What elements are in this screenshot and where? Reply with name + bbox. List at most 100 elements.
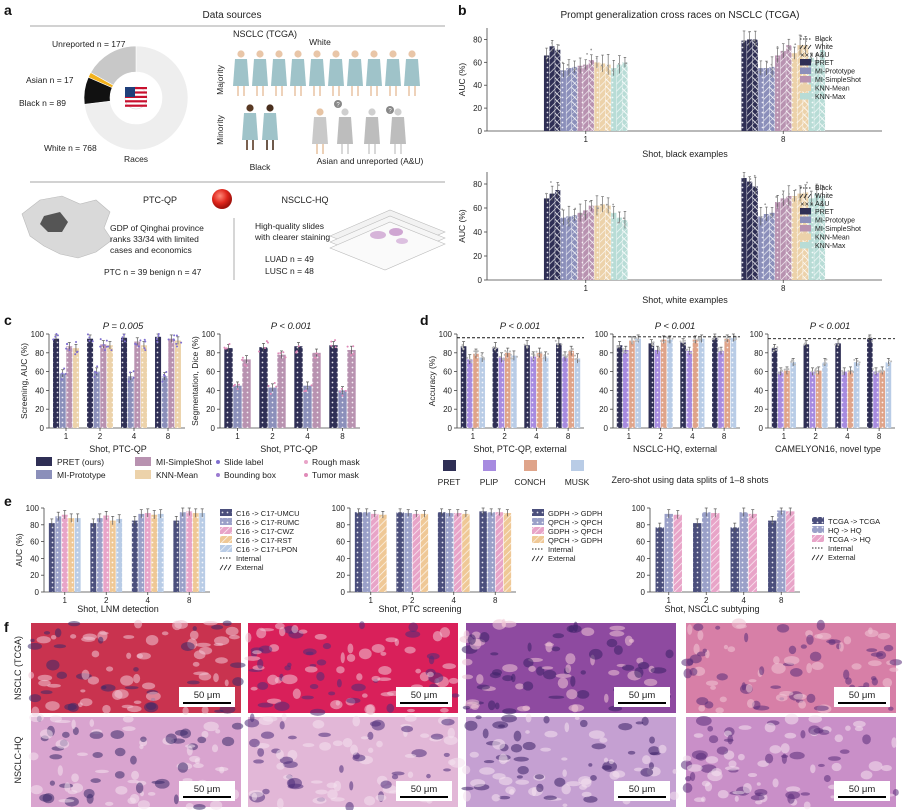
e3-xlabel: Shot, NSCLC subtyping [664, 604, 759, 614]
cell [68, 621, 81, 627]
cell [554, 777, 566, 787]
cell [691, 750, 708, 760]
data-point [561, 208, 564, 211]
bar [605, 64, 611, 131]
cell [142, 682, 156, 690]
cell [377, 677, 392, 682]
legend-swatch [220, 527, 232, 534]
legend-swatch [800, 67, 811, 74]
cell [705, 680, 719, 686]
cell [92, 751, 103, 759]
bar [568, 350, 575, 428]
data-point [330, 340, 333, 343]
data-point [566, 63, 569, 66]
legend-label: Tumor mask [312, 470, 360, 480]
data-point [790, 360, 793, 363]
data-point [76, 350, 79, 353]
cell [335, 700, 341, 706]
data-point [682, 341, 685, 344]
data-point [663, 340, 666, 343]
cell [347, 643, 354, 654]
x-tick-label: 1 [782, 432, 787, 441]
y-tick-label: 60 [206, 368, 215, 377]
bar [711, 513, 720, 592]
bar [55, 516, 62, 592]
bar [138, 513, 145, 592]
cell [49, 780, 56, 786]
data-point [858, 361, 861, 364]
bar [654, 349, 661, 428]
cell [566, 689, 578, 700]
x-tick-label: 1 [471, 432, 476, 441]
data-point [121, 336, 124, 339]
y-tick-label: 40 [206, 386, 215, 395]
d-caption: Zero-shot using data splits of 1–8 shots [611, 475, 769, 485]
data-point [533, 353, 536, 356]
cell [724, 766, 740, 771]
data-point [574, 68, 576, 71]
legend-cross-au: ✕✕✕ [800, 202, 814, 208]
bar [730, 527, 739, 592]
e2-legend-label: QPCH -> GDPH [548, 536, 602, 545]
bar [594, 62, 600, 132]
data-point [813, 373, 816, 376]
cell [43, 631, 51, 635]
scale-bar-label: 50 μm [194, 784, 221, 795]
bar [574, 358, 581, 428]
x-tick-label: 8 [187, 596, 192, 605]
cell [753, 705, 770, 711]
cell [780, 743, 790, 754]
cell [79, 698, 93, 707]
cell [386, 703, 395, 713]
legend-swatch [220, 545, 232, 552]
bar [445, 513, 454, 592]
e2-legend-label: GDPH -> GDPH [548, 509, 602, 518]
data-point [720, 349, 723, 352]
cell [316, 671, 325, 681]
cell [350, 744, 358, 755]
x-tick-label: 8 [877, 432, 882, 441]
legend-hatch-white [799, 44, 804, 50]
cell [716, 746, 729, 755]
cell [318, 732, 331, 737]
legend-external-hatch [819, 554, 824, 561]
data-point [625, 62, 628, 65]
cell [189, 755, 201, 763]
question-mark-icon [386, 106, 394, 114]
cell [580, 778, 592, 788]
legend-method-label: KNN-Mean [815, 86, 850, 93]
cell [186, 745, 193, 756]
data-point [758, 71, 761, 73]
bar [786, 45, 792, 131]
bar [492, 347, 499, 428]
cell [443, 735, 458, 745]
bar [268, 387, 277, 428]
chart-d1: 0 20 40 60 80 100 Accuracy (%) 1 2 4 8 [427, 330, 584, 441]
bar [460, 346, 467, 428]
bar [61, 514, 68, 592]
data-point [697, 337, 700, 340]
data-point [728, 338, 731, 341]
qinghai-region-icon [40, 212, 68, 232]
cell [613, 645, 623, 655]
data-point [867, 335, 870, 338]
hq-line-1: High-quality slides [255, 221, 324, 231]
bar [819, 49, 826, 131]
cell [482, 728, 489, 739]
cell [608, 669, 620, 676]
cell [257, 682, 269, 690]
cell [174, 729, 188, 736]
bar [809, 371, 816, 428]
cell [665, 649, 674, 659]
data-point [882, 369, 885, 372]
e1-legend-label: External [236, 563, 264, 572]
cell [201, 730, 209, 739]
bar [566, 216, 572, 280]
cell [513, 756, 529, 762]
cell [461, 786, 474, 791]
data-point [137, 345, 140, 348]
data-point [155, 338, 158, 341]
cell [702, 648, 708, 653]
bar [814, 193, 820, 280]
y-tick-label: 20 [35, 405, 44, 414]
